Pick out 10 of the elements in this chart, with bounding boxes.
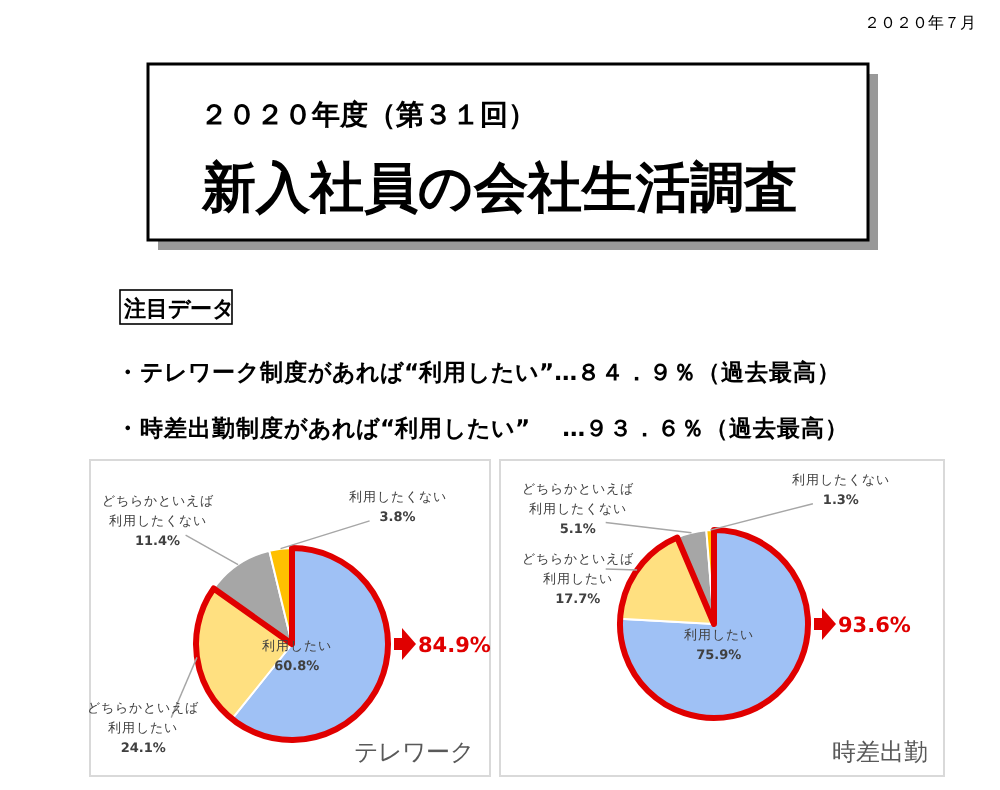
- text: 93.6%: [838, 614, 912, 638]
- text: ２０２０年度（第３１回）: [200, 98, 536, 132]
- text: ２０２０年７月: [864, 14, 976, 32]
- text: ・テレワーク制度があれば“利用したい”…８４．９％（過去最高）: [116, 358, 842, 386]
- text: テレワーク: [354, 738, 474, 766]
- text: 注目データ: [122, 296, 234, 322]
- text: 84.9%: [418, 634, 492, 658]
- text: ・時差出勤制度があれば“利用したい” …９３．６％（過去最高）: [116, 414, 850, 442]
- text: 時差出勤: [832, 738, 928, 766]
- text: 新入社員の会社生活調査: [200, 158, 798, 220]
